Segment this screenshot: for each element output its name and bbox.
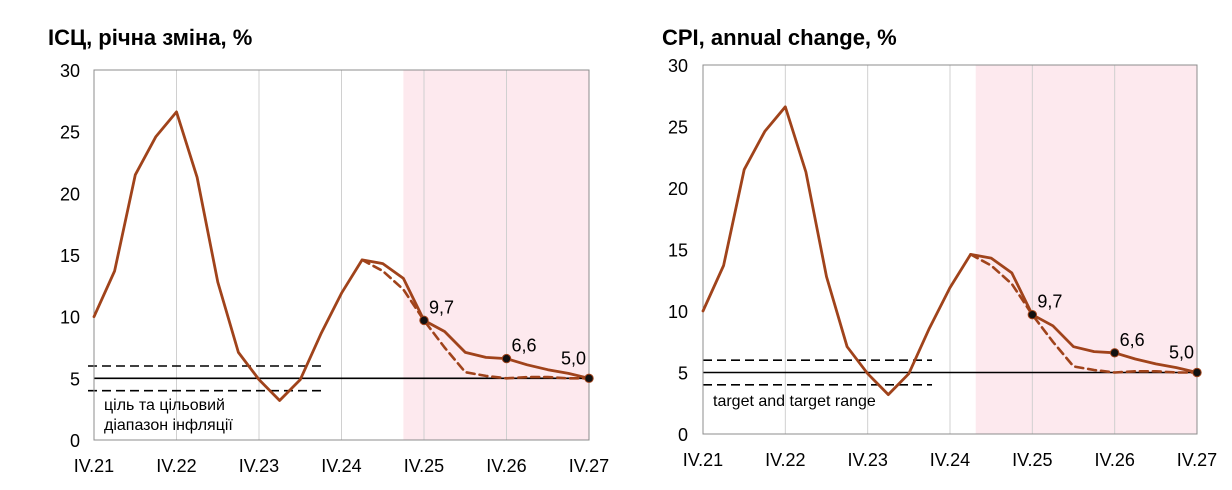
x-tick-label: IV.25 bbox=[404, 456, 444, 476]
y-tick-label: 15 bbox=[60, 246, 80, 266]
x-tick-label: IV.21 bbox=[74, 456, 114, 476]
x-tick-label: IV.24 bbox=[321, 456, 361, 476]
forecast-shading bbox=[403, 70, 589, 440]
data-label: 5,0 bbox=[1169, 343, 1194, 363]
data-point bbox=[584, 373, 594, 384]
chart-title-uk: ІСЦ, річна зміна, % bbox=[48, 25, 252, 50]
y-tick-label: 20 bbox=[668, 179, 688, 199]
y-tick-label: 0 bbox=[678, 425, 688, 445]
x-tick-label: IV.22 bbox=[765, 450, 805, 470]
y-tick-label: 10 bbox=[60, 308, 80, 328]
y-tick-label: 15 bbox=[668, 241, 688, 261]
data-point bbox=[1109, 348, 1120, 358]
x-tick-label: IV.21 bbox=[683, 450, 723, 470]
target-label: діапазон інфляції bbox=[104, 417, 233, 434]
y-tick-label: 5 bbox=[678, 364, 688, 384]
x-tick-label: IV.27 bbox=[569, 456, 609, 476]
data-label: 9,7 bbox=[429, 297, 454, 317]
y-tick-label: 10 bbox=[668, 302, 688, 322]
x-tick-label: IV.25 bbox=[1012, 450, 1052, 470]
x-tick-label: IV.23 bbox=[847, 450, 887, 470]
data-point bbox=[1027, 309, 1038, 320]
x-tick-label: IV.23 bbox=[239, 456, 279, 476]
y-tick-label: 5 bbox=[70, 369, 80, 389]
forecast-shading bbox=[975, 65, 1197, 434]
plot-frame bbox=[93, 69, 590, 441]
series-line-dashed bbox=[360, 258, 591, 380]
x-tick-label: IV.26 bbox=[486, 456, 526, 476]
chart-title-en: CPI, annual change, % bbox=[662, 25, 897, 50]
x-tick-label: IV.26 bbox=[1094, 450, 1134, 470]
y-tick-label: 25 bbox=[668, 118, 688, 138]
cpi-chart-ukrainian: 0 5 10 15 20 25 30 IV.21 IV.22 IV.23 IV.24 IV.25 IV.… bbox=[60, 61, 609, 476]
data-point bbox=[1192, 367, 1202, 378]
cpi-chart-english: 0 5 10 15 20 25 30 IV.21 IV.22 IV.23 IV.24 IV.25 IV.… bbox=[668, 56, 1217, 470]
data-label: 6,6 bbox=[512, 336, 537, 356]
y-tick-label: 0 bbox=[70, 431, 80, 451]
y-tick-label: 20 bbox=[60, 184, 80, 204]
y-tick-label: 30 bbox=[60, 61, 80, 81]
target-label: ціль та цільовий bbox=[104, 397, 225, 414]
data-point bbox=[419, 315, 429, 326]
data-point bbox=[501, 353, 512, 364]
data-label: 6,6 bbox=[1120, 330, 1145, 350]
data-label: 5,0 bbox=[561, 348, 586, 368]
target-label: target and target range bbox=[713, 393, 876, 410]
x-tick-label: IV.24 bbox=[930, 450, 970, 470]
x-tick-label: IV.27 bbox=[1177, 450, 1217, 470]
y-tick-label: 25 bbox=[60, 123, 80, 143]
y-tick-label: 30 bbox=[668, 56, 688, 76]
series-line-dashed bbox=[969, 253, 1199, 374]
data-label: 9,7 bbox=[1037, 292, 1062, 312]
plot-frame bbox=[702, 64, 1198, 435]
x-tick-label: IV.22 bbox=[156, 456, 196, 476]
